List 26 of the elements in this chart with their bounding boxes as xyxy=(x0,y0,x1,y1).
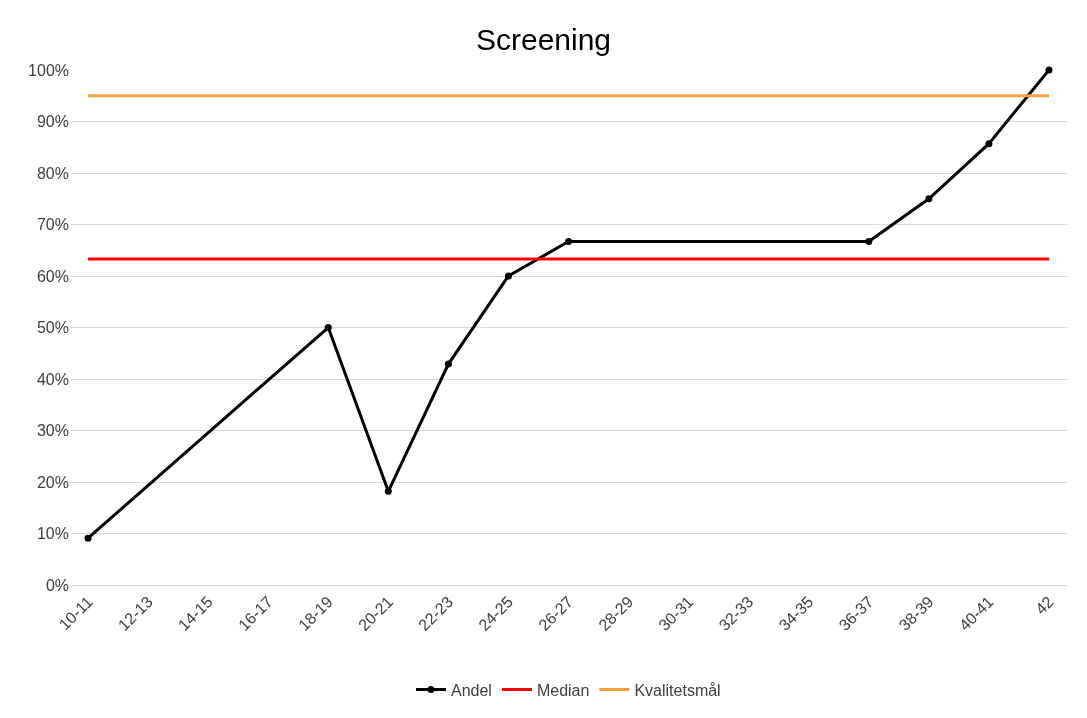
point xyxy=(504,272,512,280)
point xyxy=(985,140,993,148)
chart-title: Screening xyxy=(475,22,612,56)
point xyxy=(384,487,392,495)
y-tick-label: 10% xyxy=(36,525,69,543)
point xyxy=(925,195,933,203)
y-tick-label: 70% xyxy=(36,216,69,234)
x-tick-label: 42 xyxy=(1032,592,1057,618)
y-tick-label: 50% xyxy=(36,319,69,337)
y-tick-label: 60% xyxy=(36,267,69,285)
y-tick-label: 80% xyxy=(36,164,69,182)
legend-label: Andel xyxy=(451,681,492,699)
y-tick-label: 30% xyxy=(36,422,69,440)
y-tick-label: 0% xyxy=(45,576,69,594)
point xyxy=(865,237,873,245)
y-tick-label: 90% xyxy=(36,113,69,131)
y-tick-label: 100% xyxy=(28,61,69,79)
point xyxy=(324,324,332,331)
point xyxy=(565,237,572,245)
legend-label: Median xyxy=(536,681,590,699)
y-tick-label: 20% xyxy=(36,473,69,491)
point xyxy=(444,360,452,368)
point xyxy=(84,534,92,542)
legend-label: Kvalitetsmål xyxy=(634,681,721,699)
y-tick-label: 40% xyxy=(36,370,69,388)
point xyxy=(1045,66,1053,74)
